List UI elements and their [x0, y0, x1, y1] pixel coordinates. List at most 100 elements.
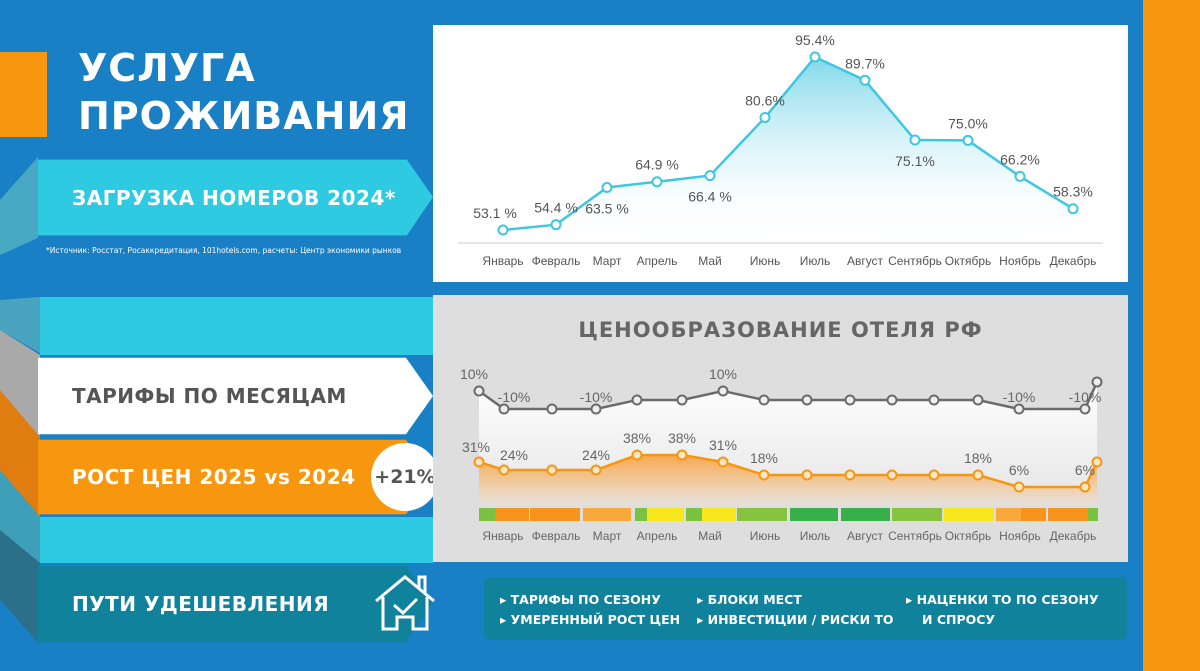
x-tick-label: Март: [593, 254, 622, 268]
tariff-point: [473, 385, 485, 397]
cyan-band: [40, 517, 433, 563]
tariff-point: [886, 394, 898, 406]
tariff-label: -10%: [1069, 389, 1102, 405]
tariffs-label: ТАРИФЫ ПО МЕСЯЦАМ: [72, 384, 347, 408]
growth-banner: РОСТ ЦЕН 2025 vs 2024: [38, 437, 433, 517]
growth-label: 18%: [750, 450, 778, 466]
season-bar-segment: [1048, 508, 1088, 521]
growth-point: [498, 464, 510, 476]
decorative-folds: [0, 52, 47, 645]
tariff-point: [844, 394, 856, 406]
tariffs-banner: ТАРИФЫ ПО МЕСЯЦАМ: [38, 355, 433, 437]
season-bar-segment: [686, 508, 702, 521]
house-check-icon: [375, 575, 435, 631]
season-bar-segment: [1088, 508, 1098, 521]
growth-point: [844, 469, 856, 481]
data-point: [962, 134, 974, 146]
tariff-label: -10%: [498, 389, 531, 405]
cyan-band: [40, 297, 433, 355]
x-tick-label: Сентябрь: [888, 529, 942, 543]
x-tick-label: Апрель: [637, 254, 678, 268]
data-point: [497, 224, 509, 236]
pricing-chart: 10% -10% -10% 10% -10% -10% 31% 24% 24% 38% 38% 31%…: [460, 366, 1103, 543]
tip-item: ▸ УМЕРЕННЫЙ РОСТ ЦЕН: [500, 612, 681, 627]
tariff-point: [676, 394, 688, 406]
growth-point: [631, 449, 643, 461]
tariff-label: 10%: [709, 366, 737, 382]
tip-item: И СПРОСУ: [922, 612, 996, 627]
tariff-point: [972, 394, 984, 406]
tariff-point: [928, 394, 940, 406]
growth-label: 31%: [709, 437, 737, 453]
data-point: [809, 51, 821, 63]
growth-label: 24%: [582, 447, 610, 463]
tariff-label: -10%: [1003, 389, 1036, 405]
data-label: 75.1%: [895, 153, 935, 169]
season-bar-segment: [790, 508, 838, 521]
growth-point: [972, 469, 984, 481]
data-label: 53.1 %: [473, 205, 517, 221]
tariff-point: [717, 385, 729, 397]
data-label: 58.3%: [1053, 184, 1093, 200]
page-title: УСЛУГА ПРОЖИВАНИЯ: [78, 44, 410, 140]
data-label: 66.4 %: [688, 189, 732, 205]
x-tick-label: Декабрь: [1050, 529, 1097, 543]
season-bar-segment: [583, 508, 631, 521]
source-note: *Источник: Росстат, Росаккредитация, 101…: [46, 246, 402, 255]
season-bar-segment: [1021, 508, 1046, 521]
growth-point: [928, 469, 940, 481]
x-tick-label: Июль: [800, 254, 831, 268]
growth-label: 6%: [1009, 462, 1029, 478]
data-point: [859, 74, 871, 86]
x-tick-label: Октябрь: [945, 529, 992, 543]
growth-point: [676, 449, 688, 461]
occupancy-banner: ЗАГРУЗКА НОМЕРОВ 2024*: [38, 157, 433, 238]
growth-point: [473, 456, 485, 468]
data-point: [704, 170, 716, 182]
data-label: 64.9 %: [635, 157, 679, 173]
pricing-chart-panel: 10% -10% -10% 10% -10% -10% 31% 24% 24% 38% 38% 31%…: [433, 295, 1128, 562]
tariff-point: [1013, 403, 1025, 415]
season-bar-segment: [944, 508, 994, 521]
x-tick-label: Январь: [482, 529, 523, 543]
x-tick-label: Ноябрь: [999, 254, 1041, 268]
season-bar-segment: [841, 508, 890, 521]
tip-item: ▸ БЛОКИ МЕСТ: [697, 592, 802, 607]
x-tick-label: Июль: [800, 529, 831, 543]
x-tick-label: Май: [698, 254, 722, 268]
tariff-point: [801, 394, 813, 406]
growth-line: [478, 453, 1099, 489]
data-point: [1067, 203, 1079, 215]
data-label: 80.6%: [745, 93, 785, 109]
data-label: 63.5 %: [585, 200, 629, 216]
data-label: 75.0%: [948, 115, 988, 131]
growth-point: [546, 464, 558, 476]
tariff-point: [1079, 403, 1091, 415]
tariff-point: [758, 394, 770, 406]
growth-label: РОСТ ЦЕН 2025 vs 2024: [72, 465, 356, 489]
data-point: [651, 176, 663, 188]
growth-label: 24%: [500, 447, 528, 463]
tip-item: ▸ НАЦЕНКИ ТО ПО СЕЗОНУ: [906, 592, 1099, 607]
data-label: 89.7%: [845, 55, 885, 71]
x-tick-label: Июнь: [750, 529, 781, 543]
season-bar-segment: [530, 508, 580, 521]
tariff-point: [498, 403, 510, 415]
x-tick-label: Декабрь: [1050, 254, 1097, 268]
x-tick-label: Апрель: [637, 529, 678, 543]
x-tick-label: Февраль: [532, 529, 581, 543]
growth-label: 31%: [462, 439, 490, 455]
data-label: 66.2%: [1000, 151, 1040, 167]
growth-point: [801, 469, 813, 481]
tariff-label: -10%: [580, 389, 613, 405]
x-tick-label: Ноябрь: [999, 529, 1041, 543]
season-bar-segment: [892, 508, 942, 521]
data-point: [1014, 170, 1026, 182]
season-bar-segment: [635, 508, 647, 521]
growth-label: 6%: [1075, 462, 1095, 478]
savings-label: ПУТИ УДЕШЕВЛЕНИЯ: [72, 592, 330, 616]
occupancy-chart: 53.1 % Январь 54.4 % Февраль 63.5 % Март 64.9 …: [458, 32, 1103, 268]
x-tick-label: Май: [698, 529, 722, 543]
growth-point: [590, 464, 602, 476]
growth-label: 18%: [964, 450, 992, 466]
